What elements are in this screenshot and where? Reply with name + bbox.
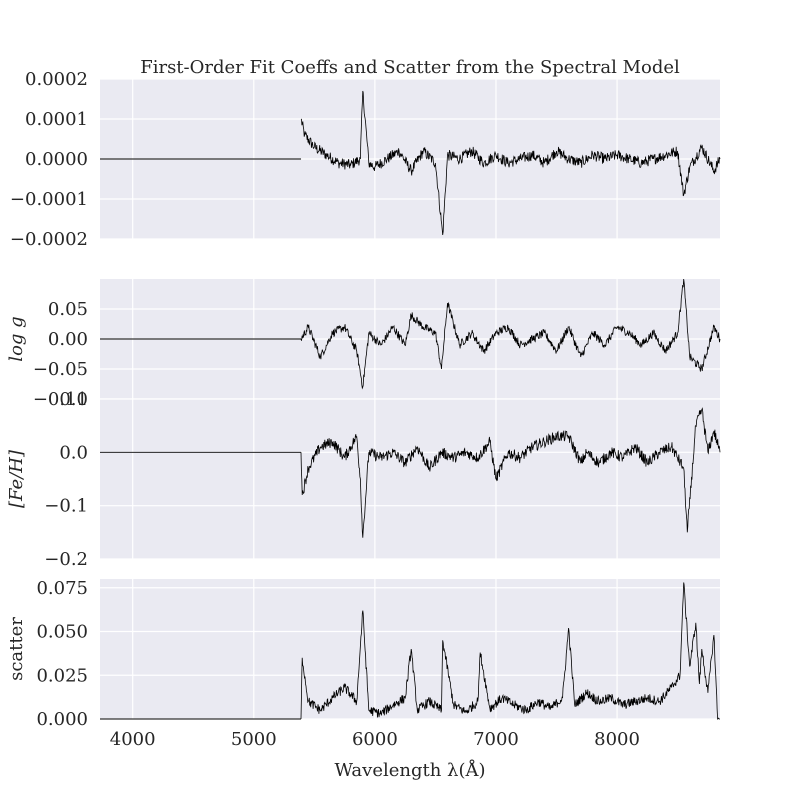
y-tick-label: 0.075 [36,578,88,599]
y-tick-label: 0.000 [36,709,88,730]
x-tick-label: 4000 [110,729,156,750]
y-tick-label: −0.2 [44,549,88,570]
y-tick-label: −0.1 [44,496,88,517]
panel-4: 0.075 0.050 0.025 0.000 scatter [6,578,720,730]
chart-title: First-Order Fit Coeffs and Scatter from … [140,57,680,78]
y-tick-label: 0.0001 [25,109,88,130]
panel-background [100,399,720,559]
series-line [300,278,721,390]
y-tick-label: 0.0002 [25,69,88,90]
y-tick-label: 0.1 [59,389,88,410]
y-tick-label: 0.025 [36,665,88,686]
y-tick-label: −0.05 [33,359,88,380]
x-axis-label: Wavelength λ(Å) [334,759,485,781]
y-tick-label: −0.0001 [10,189,88,210]
series-line [300,582,720,721]
panel-3: 0.1 0.0 −0.1 −0.2 [Fe/H] [6,389,721,570]
x-axis-ticks: 4000 5000 6000 7000 8000 [110,729,640,750]
panel-1: 0.0002 0.0001 0.0000 −0.0001 −0.0002 [10,69,721,250]
panels-group: 0.00020.00010.0000−0.0001−0.00020.050.00… [6,69,721,730]
y-tick-label: 0.0 [59,442,88,463]
y-tick-label: 0.050 [36,622,88,643]
x-tick-label: 5000 [231,729,277,750]
y-axis-label: scatter [6,617,27,681]
series-line [300,407,721,538]
panel-2: 0.05 0.00 −0.05 −0.10 log g [6,278,721,410]
series-line [300,90,721,236]
y-axis-label: log g [6,316,27,361]
y-tick-label: −0.0002 [10,229,88,250]
y-axis-label: [Fe/H] [6,449,27,508]
x-tick-label: 7000 [473,729,519,750]
x-tick-label: 6000 [352,729,398,750]
y-tick-label: 0.00 [48,329,88,350]
y-tick-label: 0.0000 [25,149,88,170]
panel-background [100,579,720,719]
y-tick-label: 0.05 [48,299,88,320]
x-tick-label: 8000 [594,729,640,750]
y-tick-label: −0.10 [33,389,88,410]
